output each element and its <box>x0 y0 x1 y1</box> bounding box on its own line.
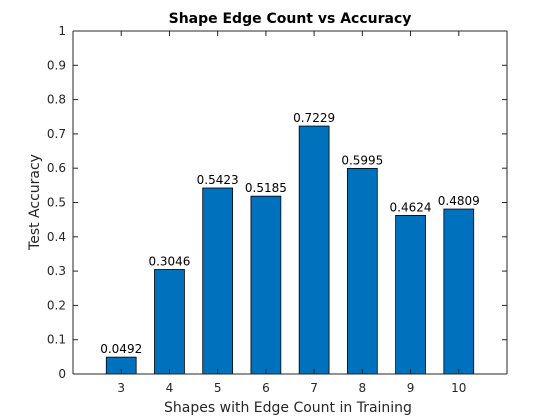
x-tick-label: 5 <box>214 381 222 395</box>
y-tick-label: 0.8 <box>47 93 66 107</box>
y-tick-label: 0.7 <box>47 127 66 141</box>
data-label-7: 0.7229 <box>293 111 335 125</box>
bar-10 <box>443 208 475 375</box>
x-tick-label: 7 <box>310 381 318 395</box>
bar-4 <box>154 269 185 375</box>
y-tick-label: 0.6 <box>47 161 66 175</box>
bars-layer <box>105 125 475 375</box>
y-tick-label: 0.5 <box>47 196 66 210</box>
y-tick-label: 0.4 <box>47 230 66 244</box>
x-tick-label: 8 <box>359 381 367 395</box>
data-label-6: 0.5185 <box>245 181 287 195</box>
x-tick-label: 10 <box>451 381 466 395</box>
x-tick-label: 9 <box>407 381 415 395</box>
y-tick-label: 0.1 <box>47 333 66 347</box>
data-label-10: 0.4809 <box>438 194 480 208</box>
x-tick-label: 3 <box>117 381 125 395</box>
axes-layer: 0 0.1 0.2 0.3 0.4 0.5 0.6 0.7 0.8 0.9 1 3 4 5 6 7 8 9 10 <box>47 24 508 395</box>
data-label-9: 0.4624 <box>390 200 432 214</box>
bar-6 <box>250 195 282 375</box>
y-tick-label: 0.3 <box>47 264 66 278</box>
x-tick-label: 4 <box>166 381 174 395</box>
y-tick-label: 1 <box>58 24 66 38</box>
data-label-5: 0.5423 <box>197 173 239 187</box>
x-axis-title: Shapes with Edge Count in Training <box>164 400 412 416</box>
y-tick-label: 0.9 <box>47 58 66 72</box>
y-tick-label: 0 <box>58 367 66 381</box>
x-tick-label: 6 <box>262 381 270 395</box>
y-axis-title: Test Accuracy <box>27 154 43 251</box>
data-label-3: 0.0492 <box>100 342 142 356</box>
bar-9 <box>395 214 426 375</box>
data-labels-layer: 0.0492 0.3046 0.5423 0.5185 0.7229 0.5995 0.46… <box>100 111 480 356</box>
bar-7 <box>298 125 330 375</box>
y-tick-label: 0.2 <box>47 298 66 312</box>
bar-5 <box>202 187 234 375</box>
data-label-8: 0.5995 <box>341 153 383 167</box>
bar-8 <box>346 167 378 375</box>
chart-title: Shape Edge Count vs Accuracy <box>169 11 412 27</box>
data-label-4: 0.3046 <box>148 255 190 269</box>
